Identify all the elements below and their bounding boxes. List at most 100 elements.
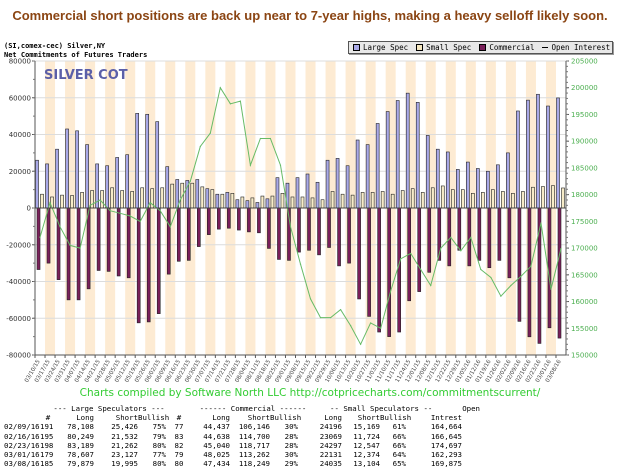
legend-item-small-spec: Small Spec <box>416 42 471 53</box>
commercial-bar <box>46 207 51 264</box>
group-header-small-speculators: -- Small Speculators -- <box>330 404 433 413</box>
open-interest-point <box>99 199 101 201</box>
commercial-count: 83 <box>174 431 184 441</box>
open-interest-line-swatch <box>542 47 549 48</box>
commercial-bar <box>217 207 221 230</box>
small-spec-short: 12,547 <box>353 440 380 450</box>
commercial-bar <box>337 207 341 267</box>
large-spec-long: 80,249 <box>67 431 94 441</box>
open-interest-point <box>279 164 282 166</box>
commercial-long: 44,638 <box>203 431 230 441</box>
large-spec-bar <box>345 165 350 209</box>
small-spec-bar <box>440 185 445 209</box>
small-spec-bar <box>170 183 175 209</box>
commercial-bar <box>56 207 61 280</box>
open-interest: 169,875 <box>430 459 462 469</box>
commercial-count: 82 <box>174 440 184 450</box>
y2-tick-label: 185000 <box>571 164 598 172</box>
open-interest-point <box>159 210 161 212</box>
open-interest-point <box>500 295 502 297</box>
commercial-bar <box>387 207 391 337</box>
large-spec-bullish: 77% <box>152 449 166 459</box>
axes: 800006000040000200000-20000-40000-60000-… <box>6 58 598 384</box>
commercial-bar <box>116 207 121 277</box>
large-spec-bar <box>45 163 49 209</box>
commercial-count: 79 <box>174 449 184 459</box>
large-spec-bar <box>245 200 250 209</box>
large-spec-bar <box>235 199 240 209</box>
commercial-bar <box>517 207 522 322</box>
commercial-bar <box>86 207 91 290</box>
commercial-bar <box>126 207 131 279</box>
large-spec-bar <box>135 113 139 209</box>
small-spec-bar <box>350 194 355 209</box>
chart-subtitle: Net Commitments of Futures Traders <box>4 51 148 59</box>
cot-chart: 800006000040000200000-20000-40000-60000-… <box>6 58 598 384</box>
small-spec-bar <box>511 193 515 209</box>
large-spec-bar <box>195 179 200 209</box>
column-header: Bullish <box>380 413 412 423</box>
small-spec-bar <box>140 187 145 209</box>
large-spec-bar <box>275 177 280 209</box>
commercial-bullish: 30% <box>284 422 298 432</box>
small-spec-long: 24196 <box>319 422 342 432</box>
small-spec-bar <box>240 196 245 209</box>
open-interest-point <box>390 290 392 292</box>
open-interest-point <box>169 226 171 228</box>
commercial-short: 106,146 <box>238 422 270 432</box>
small-spec-bar <box>370 192 375 209</box>
commercial-bar <box>96 207 101 271</box>
large-spec-bullish: 80% <box>152 459 166 469</box>
large-spec-bar <box>145 113 150 209</box>
large-spec-long: 79,879 <box>67 459 94 469</box>
open-interest-point <box>39 236 41 238</box>
open-interest-point <box>540 222 542 224</box>
open-interest-point <box>470 236 472 238</box>
large-spec-bar <box>305 173 310 209</box>
large-spec-count: 179 <box>40 449 54 459</box>
open-interest-point <box>560 248 562 250</box>
table-column-header: # Long ShortBullish # Long ShortBullish Long Sh… <box>4 413 480 422</box>
row-date: 02/23/16 <box>4 440 40 450</box>
legend: Large Spec Small Spec Commercial Open In… <box>348 41 613 54</box>
open-interest-point <box>420 268 422 271</box>
commercial-bar <box>377 207 381 333</box>
open-interest-point <box>299 263 302 265</box>
y-tick-label: 40000 <box>9 131 31 139</box>
y2-tick-label: 200000 <box>571 84 598 92</box>
open-interest-point <box>219 87 221 89</box>
group-header-commercial: ------ Commercial ------ <box>199 404 307 413</box>
small-spec-bar <box>200 186 205 209</box>
small-spec-long: 23069 <box>319 431 342 441</box>
column-header: Short <box>357 413 380 423</box>
small-spec-bar <box>70 195 74 209</box>
small-spec-bar <box>110 187 114 209</box>
small-spec-bar <box>100 190 104 209</box>
commercial-bar <box>357 207 361 300</box>
large-spec-bar <box>536 93 540 209</box>
commercial-bar <box>136 207 141 324</box>
open-interest-point <box>400 258 402 260</box>
open-interest-point <box>109 210 111 212</box>
large-spec-bar <box>65 128 69 209</box>
large-spec-bar <box>165 166 170 209</box>
small-spec-bar <box>220 193 225 209</box>
table-row: 02/09/16191 78,108 25,426 75% 77 44,437 106,14… <box>4 422 480 431</box>
commercial-count: 77 <box>174 422 184 432</box>
open-interest-point <box>269 137 272 140</box>
small-spec-bar <box>461 189 465 209</box>
small-spec-bullish: 64% <box>392 449 406 459</box>
commercial-swatch <box>479 44 487 51</box>
column-header: Bullish <box>138 413 170 423</box>
small-spec-bar <box>210 189 215 209</box>
small-spec-bar <box>160 187 165 209</box>
commercial-bullish: 28% <box>284 440 298 450</box>
legend-label: Large Spec <box>363 43 409 52</box>
y-tick-label: -80000 <box>6 352 31 360</box>
small-spec-short: 13,104 <box>353 459 380 469</box>
open-interest-point <box>139 220 141 222</box>
small-spec-bullish: 65% <box>392 459 406 469</box>
open-interest-point <box>249 164 252 166</box>
large-spec-bar <box>435 148 440 209</box>
commercial-bar <box>36 207 41 270</box>
